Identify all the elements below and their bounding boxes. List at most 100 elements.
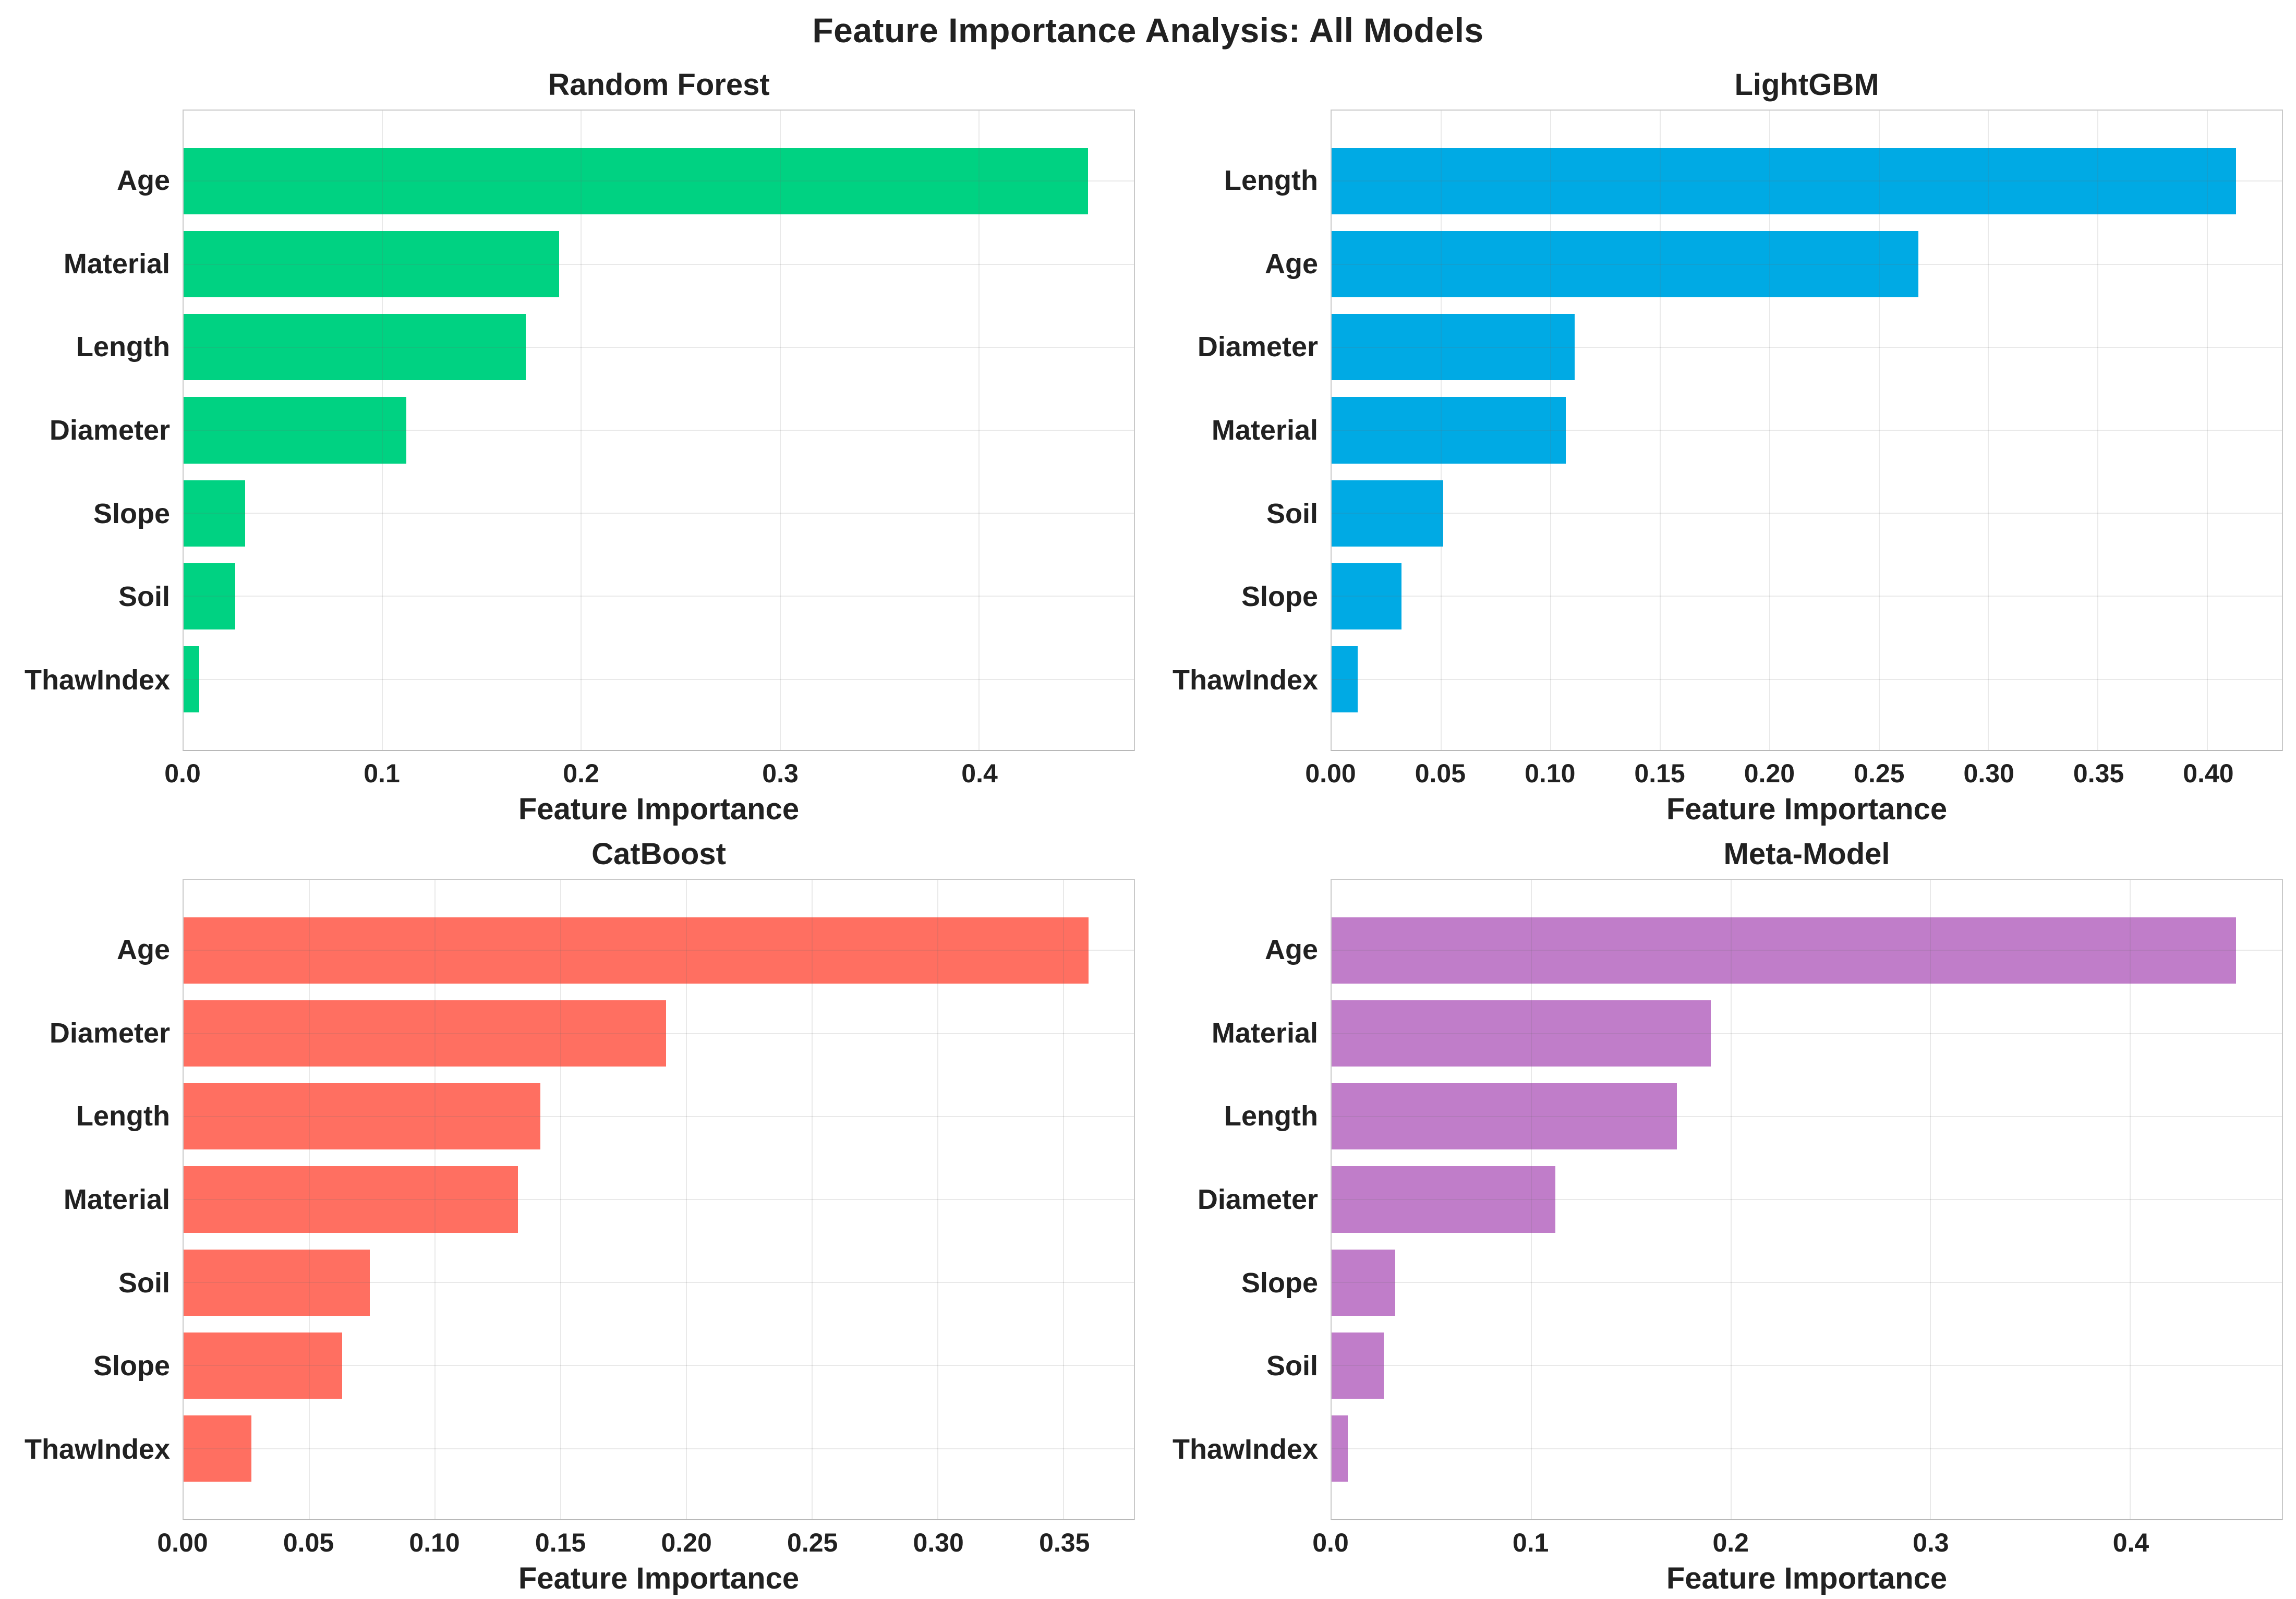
subplot-lightgbm: LightGBM Length Age Diameter Material Soil Sl…: [1148, 60, 2296, 829]
plot-row: Age Material Length Diameter Slope Soil ThawIn…: [0, 110, 1148, 751]
x-axis-title: Feature Importance: [518, 792, 800, 826]
x-tick-label: 0.40: [2183, 759, 2234, 788]
bar-diameter: [1332, 1166, 1555, 1233]
vertical-gridline: [2207, 111, 2208, 750]
y-axis-category-label: ThawIndex: [24, 664, 170, 696]
horizontal-gridline: [184, 263, 1134, 265]
x-tick-label: 0.25: [1854, 759, 1905, 788]
x-tick-label: 0.35: [2073, 759, 2124, 788]
y-axis-category-label: Slope: [1241, 581, 1318, 613]
y-axis-category-label: Material: [1211, 414, 1318, 446]
horizontal-gridline: [184, 180, 1134, 182]
bar-length: [184, 1083, 541, 1150]
x-tick-label: 0.35: [1039, 1528, 1090, 1557]
x-tick-label: 0.20: [661, 1528, 712, 1557]
subplot-random-forest: Random Forest Age Material Length Diameter S…: [0, 60, 1148, 829]
vertical-gridline: [560, 880, 562, 1519]
vertical-gridline: [779, 111, 781, 750]
vertical-gridline: [1659, 111, 1661, 750]
x-tick-label: 0.3: [762, 759, 799, 788]
bar-diameter: [184, 1000, 667, 1067]
horizontal-gridline: [1332, 596, 2282, 597]
bar-slope: [184, 480, 246, 547]
y-axis-category-label: Age: [1264, 248, 1318, 280]
figure-title: Feature Importance Analysis: All Models: [812, 10, 1484, 50]
horizontal-gridline: [1332, 263, 2282, 265]
y-axis-category-label: Length: [76, 331, 170, 363]
plot-row: Age Diameter Length Material Soil Slope ThawIn…: [0, 879, 1148, 1520]
plot-area-catboost: [183, 879, 1135, 1520]
y-axis-labels: Length Age Diameter Material Soil Slope ThawIn…: [1148, 110, 1331, 751]
bar-diameter: [184, 397, 406, 464]
y-axis-category-label: Material: [63, 1183, 170, 1215]
y-axis-labels: Age Material Length Diameter Slope Soil ThawIn…: [1148, 879, 1331, 1520]
x-tick-label: 0.3: [1913, 1528, 1949, 1557]
plot-row: Age Material Length Diameter Slope Soil ThawIn…: [1148, 879, 2296, 1520]
y-axis-category-label: Soil: [1266, 1350, 1318, 1382]
vertical-gridline: [812, 880, 813, 1519]
vertical-gridline: [434, 880, 436, 1519]
y-axis-category-label: Material: [1211, 1017, 1318, 1049]
vertical-gridline: [1440, 111, 1442, 750]
vertical-gridline: [1550, 111, 1551, 750]
vertical-gridline: [937, 880, 939, 1519]
horizontal-gridline: [1332, 1116, 2282, 1117]
y-axis-category-label: Length: [1224, 1100, 1318, 1132]
vertical-gridline: [1769, 111, 1770, 750]
x-tick-label: 0.30: [1963, 759, 2014, 788]
x-tick-label: 0.15: [1634, 759, 1685, 788]
x-tick-label: 0.1: [1512, 1528, 1549, 1557]
subplot-title-catboost: CatBoost: [591, 837, 726, 871]
plot-area-random-forest: [183, 110, 1135, 751]
y-axis-category-label: Diameter: [1197, 1183, 1318, 1215]
y-axis-category-label: Age: [116, 934, 170, 965]
horizontal-gridline: [184, 1448, 1134, 1449]
vertical-gridline: [1930, 880, 1931, 1519]
horizontal-gridline: [184, 1365, 1134, 1366]
bar-slope: [184, 1332, 342, 1399]
horizontal-gridline: [1332, 1448, 2282, 1449]
horizontal-gridline: [1332, 1033, 2282, 1034]
y-axis-category-label: Soil: [1266, 498, 1318, 529]
plot-area-lightgbm: [1331, 110, 2283, 751]
horizontal-gridline: [1332, 1365, 2282, 1366]
bar-slope: [1332, 1249, 1396, 1316]
bar-diameter: [1332, 314, 1575, 381]
x-tick-label: 0.4: [961, 759, 998, 788]
horizontal-gridline: [1332, 679, 2282, 680]
y-axis-labels: Age Material Length Diameter Slope Soil ThawIn…: [0, 110, 183, 751]
x-tick-label: 0.20: [1744, 759, 1795, 788]
bar-length: [184, 314, 526, 381]
y-axis-labels: Age Diameter Length Material Soil Slope ThawIn…: [0, 879, 183, 1520]
y-axis-category-label: Slope: [93, 1350, 170, 1382]
x-axis-ticks: 0.00 0.05 0.10 0.15 0.20 0.25 0.30 0.35 0.40: [1305, 751, 2283, 792]
bar-soil: [1332, 480, 1444, 547]
x-axis-title: Feature Importance: [1666, 1561, 1948, 1595]
y-axis-category-label: Soil: [118, 581, 170, 613]
horizontal-gridline: [184, 430, 1134, 431]
x-tick-label: 0.00: [157, 1528, 208, 1557]
bar-age: [184, 148, 1089, 215]
vertical-gridline: [686, 880, 687, 1519]
horizontal-gridline: [1332, 513, 2282, 514]
horizontal-gridline: [184, 679, 1134, 680]
y-axis-category-label: Length: [1224, 164, 1318, 196]
x-tick-label: 0.00: [1305, 759, 1356, 788]
bar-length: [1332, 148, 2236, 215]
x-tick-label: 0.30: [913, 1528, 964, 1557]
x-tick-label: 0.25: [787, 1528, 838, 1557]
subplot-title-lightgbm: LightGBM: [1734, 68, 1879, 102]
bar-age: [1332, 231, 1919, 298]
x-axis-ticks: 0.0 0.1 0.2 0.3 0.4: [1312, 1520, 2283, 1561]
vertical-gridline: [1730, 880, 1732, 1519]
subplot-catboost: CatBoost Age Diameter Length Material Soil Sl…: [0, 829, 1148, 1598]
y-axis-category-label: Diameter: [49, 414, 170, 446]
horizontal-gridline: [1332, 430, 2282, 431]
bar-soil: [1332, 1332, 1384, 1399]
vertical-gridline: [2097, 111, 2099, 750]
horizontal-gridline: [1332, 950, 2282, 951]
vertical-gridline: [978, 111, 980, 750]
x-tick-label: 0.1: [364, 759, 400, 788]
x-tick-label: 0.10: [1525, 759, 1576, 788]
